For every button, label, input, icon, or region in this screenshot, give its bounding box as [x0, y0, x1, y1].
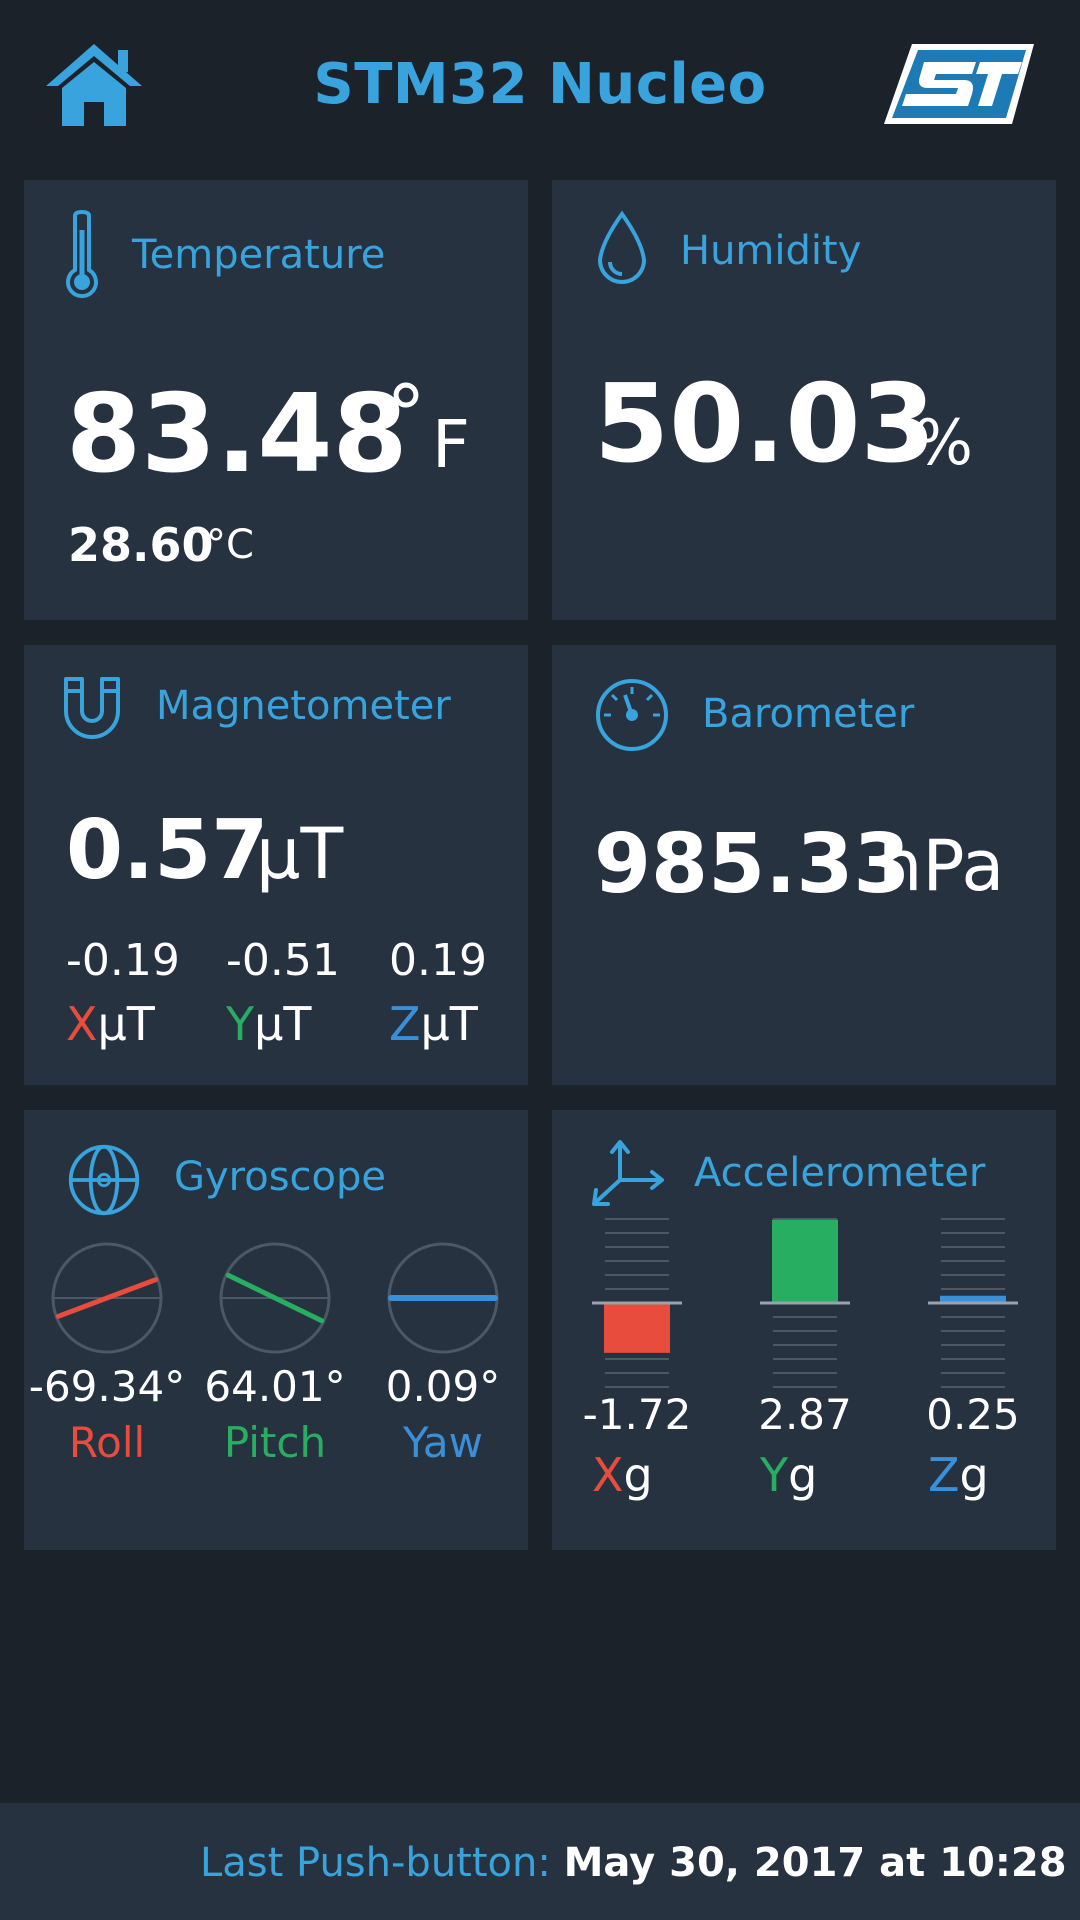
barometer-value: 985.33 [594, 817, 911, 912]
pitch-label: Pitch [223, 1418, 327, 1467]
accelerometer-card: Accelerometer -1.72 2.87 0.25 Xg Yg Zg [552, 1110, 1056, 1550]
home-icon[interactable] [44, 42, 144, 126]
gyroscope-title: Gyroscope [174, 1154, 387, 1200]
roll-needle [55, 1277, 159, 1319]
temperature-title: Temperature [132, 232, 386, 278]
accel-bar-z [940, 1295, 1006, 1303]
magnetometer-y-value: -0.51 [226, 935, 340, 986]
magnetometer-value: 0.57 [66, 803, 269, 898]
pitch-value: 64.01° [204, 1362, 346, 1411]
humidity-title: Humidity [680, 228, 862, 274]
accel-z-value: 0.25 [926, 1390, 1020, 1439]
humidity-card: Humidity 50.03 % [552, 180, 1056, 620]
barometer-title: Barometer [702, 691, 915, 737]
magnet-icon [64, 677, 120, 739]
roll-dial [51, 1242, 163, 1354]
temperature-c-value: 28.60 [68, 518, 214, 572]
roll-label: Roll [68, 1418, 146, 1467]
accel-z-label: Zg [928, 1448, 989, 1502]
magnetometer-card: Magnetometer 0.57 µT -0.19 -0.51 0.19 Xµ… [24, 645, 528, 1085]
accelerometer-bars [592, 1218, 1018, 1388]
pitch-dial [219, 1242, 331, 1354]
yaw-label: Yaw [403, 1418, 483, 1467]
footer-timestamp: May 30, 2017 at 10:28 [563, 1840, 1067, 1886]
accel-y-value: 2.87 [758, 1390, 852, 1439]
temperature-f-unit: F [432, 406, 470, 483]
humidity-value: 50.03 [594, 362, 936, 487]
thermometer-icon [66, 210, 98, 299]
magnetometer-unit: µT [256, 813, 344, 895]
gyroscope-icon [68, 1144, 140, 1216]
temperature-f-degree: ° [386, 368, 426, 461]
accel-x-value: -1.72 [582, 1390, 692, 1439]
magnetometer-y-label: YµT [226, 997, 312, 1051]
accelerometer-title: Accelerometer [694, 1150, 986, 1196]
app-title: STM32 Nucleo [313, 52, 767, 117]
yaw-dial [387, 1242, 499, 1354]
footer-bar: Last Push-button: May 30, 2017 at 10:28 [0, 1803, 1080, 1920]
gyroscope-dials [51, 1242, 499, 1354]
yaw-value: 0.09° [385, 1362, 501, 1411]
footer-label: Last Push-button: [200, 1840, 551, 1886]
magnetometer-z-value: 0.19 [389, 935, 487, 986]
app-header: STM32 Nucleo [0, 0, 1080, 170]
accel-x-label: Xg [592, 1448, 653, 1502]
barometer-card: Barometer 985.33 hPa [552, 645, 1056, 1085]
magnetometer-x-label: XµT [66, 997, 155, 1051]
pitch-needle [225, 1272, 325, 1324]
gauge-icon [596, 679, 668, 751]
last-push-button-status: Last Push-button: May 30, 2017 at 10:28 [200, 1840, 1067, 1886]
temperature-card: Temperature 83.48 ° F 28.60 °C [24, 180, 528, 620]
gyroscope-card: Gyroscope -69.34° 64.01° 0.09° Roll Pitc… [24, 1110, 528, 1550]
magnetometer-x-value: -0.19 [66, 935, 180, 986]
droplet-icon [597, 210, 647, 284]
barometer-unit: hPa [878, 825, 1005, 907]
temperature-f-value: 83.48 [66, 372, 408, 497]
magnetometer-title: Magnetometer [156, 683, 451, 729]
accel-bar-y [772, 1219, 838, 1303]
accel-y-label: Yg [760, 1448, 818, 1502]
temperature-c-unit: °C [206, 522, 254, 568]
magnetometer-z-label: ZµT [389, 997, 478, 1051]
st-logo [884, 44, 1034, 124]
roll-value: -69.34° [28, 1362, 186, 1411]
accel-bar-x [604, 1303, 670, 1353]
humidity-unit: % [914, 406, 973, 479]
axes-icon [592, 1140, 664, 1206]
